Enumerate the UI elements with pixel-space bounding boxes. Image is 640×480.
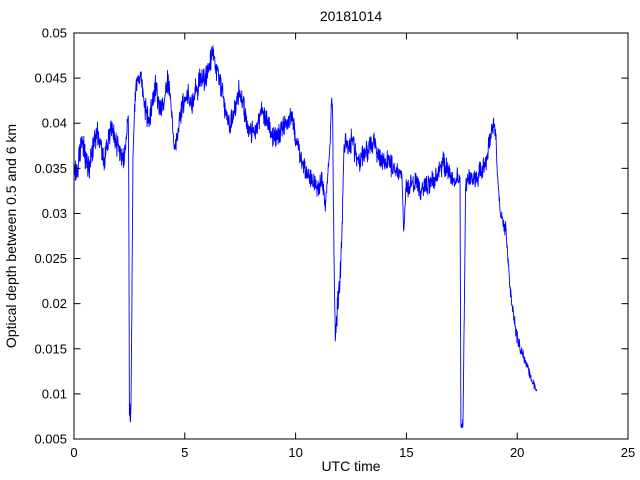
y-tick-label: 0.025 bbox=[34, 251, 67, 266]
x-tick-label: 5 bbox=[181, 445, 188, 460]
axis-box bbox=[73, 32, 629, 440]
axes-group: 0 5 10 15 20 25 0.005 0.01 0.015 0.02 0.025 0.03 0.0… bbox=[34, 26, 635, 461]
x-axis-label: UTC time bbox=[321, 458, 380, 474]
y-tick-label: 0.05 bbox=[42, 26, 67, 41]
x-tick-label: 0 bbox=[70, 445, 77, 460]
y-tick-label: 0.03 bbox=[42, 206, 67, 221]
y-tick-label: 0.04 bbox=[42, 116, 67, 131]
y-tick-label: 0.015 bbox=[34, 341, 67, 356]
y-tick-label: 0.01 bbox=[42, 386, 67, 401]
x-tick-label: 10 bbox=[288, 445, 302, 460]
y-tick-label: 0.045 bbox=[34, 71, 67, 86]
y-tick-label: 0.02 bbox=[42, 296, 67, 311]
y-axis-label: Optical depth between 0.5 and 6 km bbox=[3, 124, 19, 348]
plot-area bbox=[74, 33, 628, 439]
y-tick-label: 0.005 bbox=[34, 432, 67, 447]
x-tick-label: 25 bbox=[621, 445, 635, 460]
data-series-line bbox=[74, 45, 538, 429]
x-tick-label: 15 bbox=[399, 445, 413, 460]
x-tick-label: 20 bbox=[510, 445, 524, 460]
y-tick-label: 0.035 bbox=[34, 161, 67, 176]
chart-title: 20181014 bbox=[320, 8, 383, 24]
data-series-group bbox=[74, 45, 538, 429]
